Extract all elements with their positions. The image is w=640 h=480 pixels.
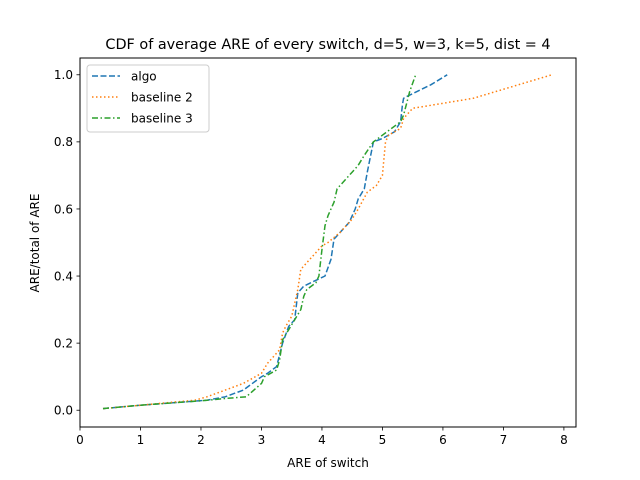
legend-label: baseline 3 <box>131 111 193 125</box>
x-tick-label: 2 <box>197 433 205 447</box>
y-axis: 0.0 0.2 0.4 0.6 0.8 1.0 <box>54 68 80 418</box>
series-line-baseline-2 <box>102 74 553 410</box>
x-axis: 0 1 2 3 4 5 6 7 8 <box>76 427 568 447</box>
x-tick-label: 1 <box>137 433 145 447</box>
plot-frame <box>79 57 577 428</box>
legend-label: algo <box>131 69 157 83</box>
x-axis-label: ARE of switch <box>287 456 369 470</box>
x-tick-label: 3 <box>258 433 266 447</box>
y-tick-label: 0.2 <box>54 336 73 350</box>
y-tick-label: 0.6 <box>54 202 73 216</box>
x-tick-label: 7 <box>500 433 508 447</box>
x-tick-label: 0 <box>76 433 84 447</box>
series-line-baseline-3 <box>102 74 417 410</box>
x-tick-label: 6 <box>439 433 447 447</box>
legend-box <box>86 64 210 133</box>
y-tick-label: 1.0 <box>54 68 73 82</box>
chart-title: CDF of average ARE of every switch, d=5,… <box>105 37 550 53</box>
series-line-algo <box>102 74 448 410</box>
legend: algo baseline 2 baseline 3 <box>86 64 210 133</box>
y-tick-label: 0.0 <box>54 404 73 418</box>
legend-label: baseline 2 <box>131 90 193 104</box>
x-tick-label: 5 <box>379 433 387 447</box>
x-tick-label: 4 <box>318 433 326 447</box>
series-layer <box>102 74 553 410</box>
y-tick-label: 0.8 <box>54 135 73 149</box>
y-axis-label: ARE/total of ARE <box>28 194 42 293</box>
y-tick-label: 0.4 <box>54 269 73 283</box>
x-tick-label: 8 <box>560 433 568 447</box>
